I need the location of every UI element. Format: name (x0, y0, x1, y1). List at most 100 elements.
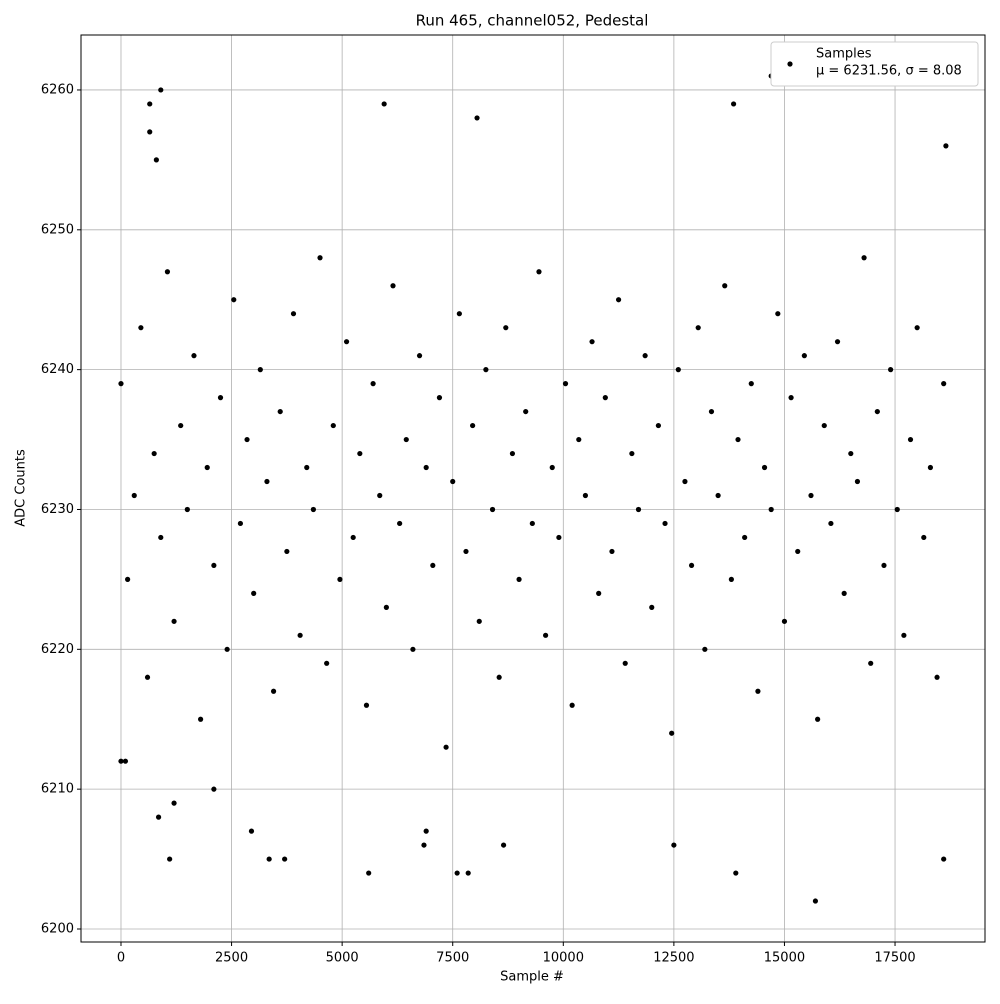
point (330, 422, 336, 429)
point (523, 408, 529, 415)
point (147, 101, 153, 107)
point (377, 492, 383, 499)
point (861, 255, 867, 261)
point (363, 702, 370, 708)
point (310, 506, 316, 513)
point (735, 436, 741, 443)
point (635, 506, 642, 513)
point (569, 702, 575, 708)
point (454, 870, 460, 876)
point (615, 297, 622, 303)
point (702, 646, 708, 652)
point (781, 618, 788, 624)
point (894, 506, 900, 513)
point (927, 464, 934, 471)
point (509, 450, 516, 457)
point (795, 548, 801, 555)
point (151, 450, 157, 457)
point (941, 856, 947, 862)
point (589, 339, 595, 345)
point (841, 590, 847, 596)
point (138, 325, 144, 331)
point (122, 758, 129, 764)
point (629, 450, 635, 457)
point (217, 395, 224, 401)
point (416, 353, 423, 359)
x-axis-label: Sample # (500, 970, 564, 985)
point (649, 604, 655, 610)
point (171, 618, 177, 624)
point (536, 269, 542, 275)
x-tick-label: 2500 (215, 951, 248, 966)
point (733, 870, 739, 876)
point (171, 800, 177, 806)
point (423, 828, 429, 834)
point (474, 115, 480, 121)
point (370, 381, 376, 387)
point (125, 576, 131, 582)
point (556, 534, 562, 541)
point (854, 478, 861, 485)
point (828, 520, 834, 527)
point (934, 674, 940, 680)
y-tick-label: 6240 (41, 362, 74, 377)
point (248, 828, 255, 834)
point (941, 381, 947, 387)
y-tick-label: 6260 (41, 82, 74, 97)
point (463, 548, 469, 555)
point (381, 101, 387, 107)
point (834, 339, 841, 345)
point (921, 534, 927, 541)
point (164, 269, 171, 275)
point (662, 520, 668, 527)
point (231, 297, 237, 303)
point (801, 353, 807, 359)
point (489, 506, 496, 513)
point (317, 255, 323, 261)
point (788, 395, 794, 401)
point (596, 590, 602, 596)
point (868, 660, 874, 666)
point (722, 283, 728, 289)
x-tick-label: 12500 (653, 951, 694, 966)
point (178, 422, 184, 429)
point (383, 604, 389, 610)
point (450, 478, 456, 485)
point (609, 548, 615, 555)
point (390, 283, 396, 289)
point (118, 381, 124, 387)
point (290, 311, 297, 317)
point (191, 353, 197, 359)
point (642, 353, 648, 359)
point (748, 381, 754, 387)
point (144, 674, 151, 680)
point (423, 464, 429, 471)
point (715, 492, 721, 499)
point (576, 436, 582, 443)
point (211, 562, 217, 569)
point (669, 730, 675, 736)
point (901, 632, 907, 638)
point (821, 422, 827, 429)
point (153, 157, 159, 163)
point (443, 744, 449, 750)
point (761, 464, 768, 471)
point (158, 534, 164, 541)
point (410, 646, 416, 652)
x-tick-label: 0 (117, 951, 125, 966)
point (500, 842, 507, 848)
point (131, 492, 137, 499)
y-tick-label: 6230 (41, 502, 74, 517)
plot-frame (80, 34, 986, 943)
x-tick-label: 7500 (436, 951, 469, 966)
point (543, 632, 549, 638)
point (730, 101, 737, 107)
point (775, 311, 781, 317)
point (671, 842, 677, 848)
point (224, 646, 230, 652)
x-tick-label: 17500 (874, 951, 915, 966)
point (158, 87, 164, 93)
point (768, 506, 774, 513)
